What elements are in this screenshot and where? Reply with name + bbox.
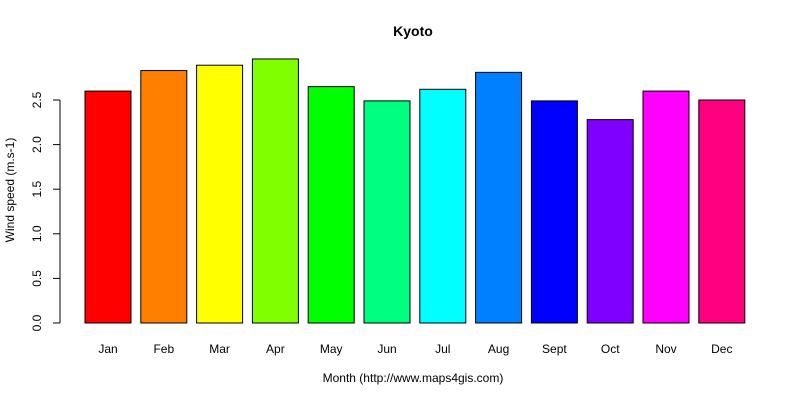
bar-nov <box>642 90 690 324</box>
bar-feb <box>140 70 188 324</box>
x-axis-labels: Jan Feb Mar Apr May Jun Jul Aug Sept Oct Nov Dec <box>98 342 732 356</box>
x-tick-label: Jan <box>98 342 117 356</box>
x-tick-label: Jun <box>377 342 396 356</box>
bar-sept <box>530 100 578 324</box>
x-tick-label: Jul <box>435 342 450 356</box>
y-tick-label: 2.5 <box>30 91 44 108</box>
x-tick-label: Aug <box>488 342 509 356</box>
x-tick-label: Dec <box>711 342 732 356</box>
x-tick-label: Sept <box>542 342 567 356</box>
bars-group <box>84 58 746 324</box>
y-tick-label: 0.5 <box>30 270 44 287</box>
x-axis-title: Month (http://www.maps4gis.com) <box>323 371 504 385</box>
x-tick-label: Nov <box>655 342 676 356</box>
y-axis: 0.0 0.5 1.0 1.5 2.0 2.5 <box>30 91 61 331</box>
y-tick-label: 1.0 <box>30 225 44 242</box>
bar-jun <box>363 100 411 324</box>
bar-jul <box>419 88 467 324</box>
y-tick-label: 1.5 <box>30 181 44 198</box>
bar-mar <box>196 64 244 324</box>
y-axis-title: Wind speed (m.s-1) <box>3 138 17 243</box>
bar-dec <box>698 99 746 324</box>
x-tick-label: Feb <box>153 342 174 356</box>
bar-jan <box>84 90 132 324</box>
x-tick-label: Oct <box>601 342 620 356</box>
x-tick-label: Apr <box>266 342 285 356</box>
chart-title: Kyoto <box>393 23 433 39</box>
y-tick-label: 0.0 <box>30 314 44 331</box>
bar-oct <box>586 119 634 324</box>
bar-apr <box>251 58 299 324</box>
y-tick-label: 2.0 <box>30 136 44 153</box>
x-tick-label: May <box>320 342 343 356</box>
x-tick-label: Mar <box>209 342 230 356</box>
bar-aug <box>475 71 523 324</box>
bar-may <box>307 86 355 324</box>
